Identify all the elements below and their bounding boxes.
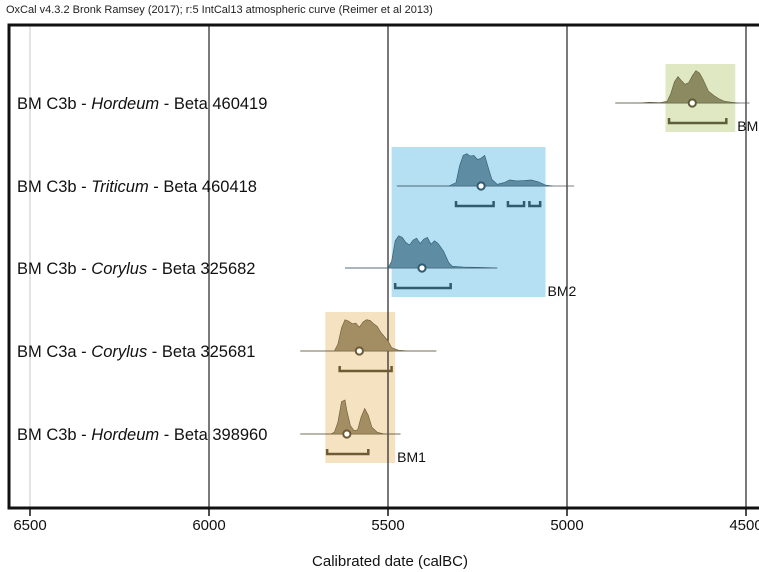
range-bracket-1 xyxy=(667,118,728,125)
sample-3 xyxy=(345,235,498,290)
plot-frame xyxy=(7,23,759,510)
mean-marker xyxy=(354,346,364,356)
label-suffix: - Beta 325682 xyxy=(147,260,255,278)
sample-2 xyxy=(396,153,575,208)
gridlines xyxy=(29,25,747,508)
sample-label-2: BM C3b - Triticum - Beta 460418 xyxy=(17,178,257,196)
chart-header: OxCal v4.3.2 Bronk Ramsey (2017); r:5 In… xyxy=(6,4,433,16)
density-curve xyxy=(345,235,498,269)
tick-label-4500: 4500 xyxy=(729,517,759,534)
density-curve xyxy=(300,399,401,435)
label-taxon: Triticum xyxy=(91,178,148,196)
sample-label-5: BM C3b - Hordeum - Beta 398960 xyxy=(17,426,267,444)
mean-marker xyxy=(417,263,427,273)
tick-label-5500: 5500 xyxy=(371,517,404,534)
label-prefix: BM C3b - xyxy=(17,178,91,196)
label-prefix: BM C3a - xyxy=(17,343,91,361)
group-label-bm2: BM2 xyxy=(548,283,577,299)
label-taxon: Corylus xyxy=(91,260,147,278)
label-suffix: - Beta 398960 xyxy=(159,426,267,444)
range-bracket-1 xyxy=(393,283,452,290)
density-curve xyxy=(396,153,553,187)
sample-distributions xyxy=(300,70,750,456)
mean-marker xyxy=(342,429,352,439)
x-axis-ticks: 6500 6000 5500 5000 4500 xyxy=(13,508,759,534)
mean-marker xyxy=(476,181,486,191)
label-suffix: - Beta 460418 xyxy=(149,178,257,196)
mean-marker xyxy=(687,98,697,108)
plot-border xyxy=(7,23,759,510)
range-bracket-3 xyxy=(528,201,542,208)
sample-5 xyxy=(300,399,401,456)
range-bracket-1 xyxy=(454,201,495,208)
tick-label-6500: 6500 xyxy=(13,517,46,534)
group-label-bm: BM xyxy=(737,118,758,134)
density-curve xyxy=(300,319,437,352)
label-taxon: Hordeum xyxy=(91,426,159,444)
label-prefix: BM C3b - xyxy=(17,426,91,444)
density-curve xyxy=(615,70,739,104)
tick-label-6000: 6000 xyxy=(192,517,225,534)
tick-label-5000: 5000 xyxy=(550,517,583,534)
label-suffix: - Beta 325681 xyxy=(147,343,255,361)
x-axis-title: Calibrated date (calBC) xyxy=(312,553,468,570)
label-prefix: BM C3b - xyxy=(17,260,91,278)
sample-4 xyxy=(300,319,437,373)
sample-label-3: BM C3b - Corylus - Beta 325682 xyxy=(17,260,255,278)
group-label-bm1: BM1 xyxy=(397,449,426,465)
range-bracket-2 xyxy=(506,201,526,208)
label-taxon: Hordeum xyxy=(91,95,159,113)
label-prefix: BM C3b - xyxy=(17,95,91,113)
sample-label-1: BM C3b - Hordeum - Beta 460419 xyxy=(17,95,267,113)
sample-1 xyxy=(615,70,750,125)
range-bracket-1 xyxy=(325,449,370,456)
sample-label-4: BM C3a - Corylus - Beta 325681 xyxy=(17,343,255,361)
label-suffix: - Beta 460419 xyxy=(159,95,267,113)
range-bracket-1 xyxy=(338,366,393,373)
label-taxon: Corylus xyxy=(91,343,147,361)
